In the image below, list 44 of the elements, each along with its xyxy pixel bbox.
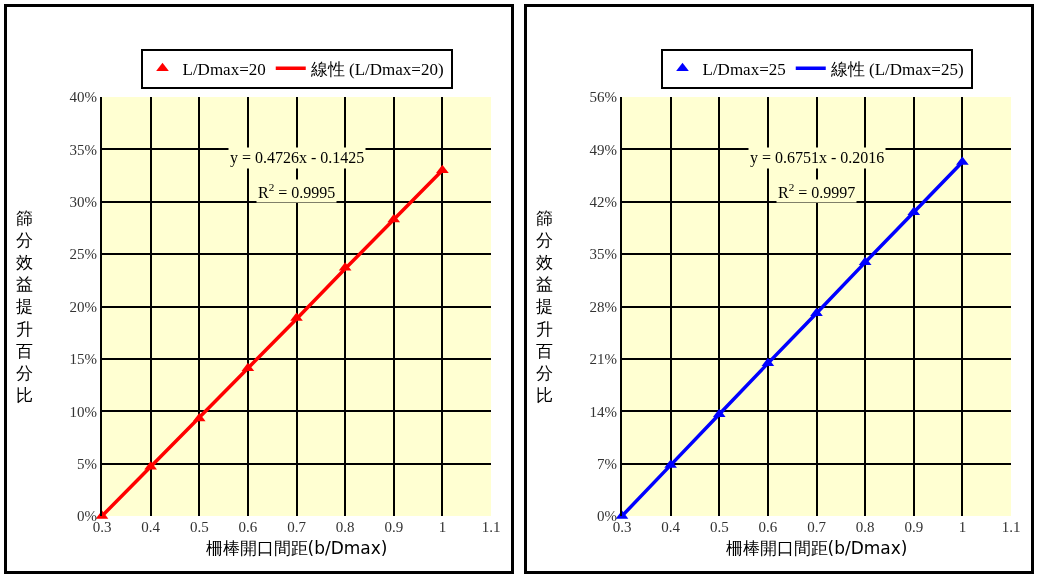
x-tick-label: 0.8 xyxy=(335,519,355,535)
x-tick-label: 1 xyxy=(958,519,967,535)
y-tick-label: 20% xyxy=(69,298,97,315)
y-tick-label: 21% xyxy=(589,351,617,368)
y-tick-label: 5% xyxy=(77,455,97,472)
legend-label: L/Dmax=25 xyxy=(702,59,786,79)
x-tick-label: 0.5 xyxy=(709,519,729,535)
y-tick-label: 49% xyxy=(589,141,617,158)
x-tick-label: 0.9 xyxy=(384,519,404,535)
x-axis-title: 柵棒開口間距(b/Dmax) xyxy=(725,538,908,559)
x-tick-label: 1 xyxy=(438,519,447,535)
y-tick-label: 14% xyxy=(589,403,617,420)
y-tick-label: 35% xyxy=(589,246,617,263)
x-tick-label: 0.5 xyxy=(189,519,209,535)
x-tick-label: 0.6 xyxy=(238,519,258,535)
y-tick-label: 15% xyxy=(69,351,97,368)
annotation: y = 0.4726x - 0.1425 xyxy=(230,149,365,167)
y-tick-label: 28% xyxy=(589,298,617,315)
annotation: R$^{2}$ = 0.9997 xyxy=(778,181,856,201)
x-axis-title: 柵棒開口間距(b/Dmax) xyxy=(205,538,388,559)
y-tick-label: 30% xyxy=(69,194,97,210)
annotation: R$^{2}$ = 0.9995 xyxy=(258,181,336,201)
y-tick-label: 56% xyxy=(589,89,617,106)
x-tick-label: 0.4 xyxy=(141,519,161,535)
text: 篩分效益提升百分比 xyxy=(536,208,553,405)
y-tick-label: 10% xyxy=(69,403,97,420)
x-tick-label: 0.8 xyxy=(855,519,875,535)
text: 篩分效益提升百分比 xyxy=(16,208,33,405)
y-tick-label: 35% xyxy=(69,141,97,158)
y-tick-label: 40% xyxy=(69,89,97,106)
x-tick-label: 0.7 xyxy=(807,519,827,535)
legend-label: 線性 (L/Dmax=25) xyxy=(829,59,964,79)
annotation: y = 0.6751x - 0.2016 xyxy=(750,149,885,167)
y-tick-label: 25% xyxy=(69,246,97,263)
legend-label: L/Dmax=20 xyxy=(182,59,266,79)
y-tick-label: 7% xyxy=(597,455,617,472)
x-tick-label: 0.6 xyxy=(758,519,778,535)
y-tick-label: 42% xyxy=(589,194,617,210)
x-tick-label: 1.1 xyxy=(1001,519,1021,535)
x-tick-label: 0.4 xyxy=(661,519,681,535)
x-tick-label: 1.1 xyxy=(481,519,501,535)
x-tick-label: 0.7 xyxy=(287,519,307,535)
x-tick-label: 0.9 xyxy=(904,519,924,535)
legend-label: 線性 (L/Dmax=20) xyxy=(309,59,444,79)
